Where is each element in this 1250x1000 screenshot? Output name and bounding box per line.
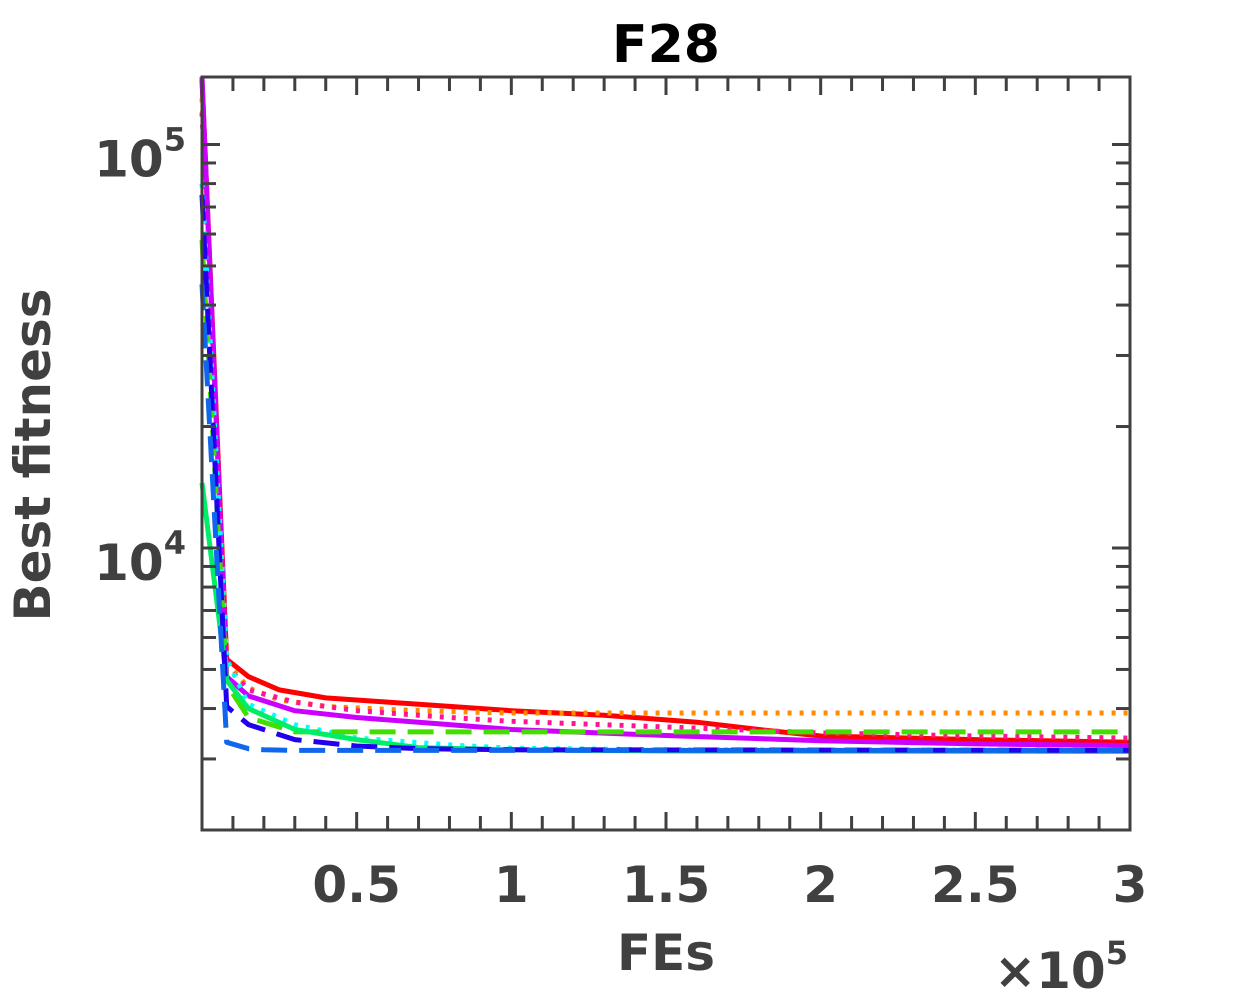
plot-frame	[200, 75, 1132, 832]
series-2-line	[199, 98, 1130, 716]
y-tick-label: 104	[94, 524, 186, 592]
series-4-line	[199, 76, 1131, 748]
series-7-line	[199, 482, 1131, 754]
x-axis-multiplier-exponent: 5	[1106, 934, 1128, 972]
x-axis-multiplier: ×105	[994, 934, 1128, 1000]
series-8-line	[199, 194, 1131, 753]
y-tick-label: 105	[94, 121, 186, 189]
x-tick-label: 1	[494, 856, 529, 914]
series-9-line	[199, 284, 1130, 753]
y-tick-label-exponent: 5	[164, 121, 186, 159]
y-axis-label: Best fitness	[4, 288, 62, 621]
series-1-line	[199, 79, 1131, 745]
x-axis-label: FEs	[617, 924, 715, 982]
x-tick-label: 2.5	[931, 856, 1020, 914]
series-6-line	[199, 239, 1130, 735]
x-tick-label: 0.5	[312, 856, 401, 914]
series-5-line	[199, 183, 1131, 753]
tick-layer	[202, 77, 1130, 832]
y-tick-label-base: 10	[94, 131, 164, 189]
series-layer	[199, 76, 1131, 754]
y-tick-label-exponent: 4	[164, 524, 186, 562]
x-tick-label: 3	[1113, 856, 1148, 914]
x-tick-label: 2	[803, 856, 838, 914]
x-axis-multiplier-base: ×10	[994, 942, 1105, 1000]
x-tick-label: 1.5	[622, 856, 711, 914]
y-tick-label-base: 10	[94, 534, 164, 592]
series-3-line	[199, 112, 1131, 741]
chart-title: F28	[612, 15, 720, 75]
